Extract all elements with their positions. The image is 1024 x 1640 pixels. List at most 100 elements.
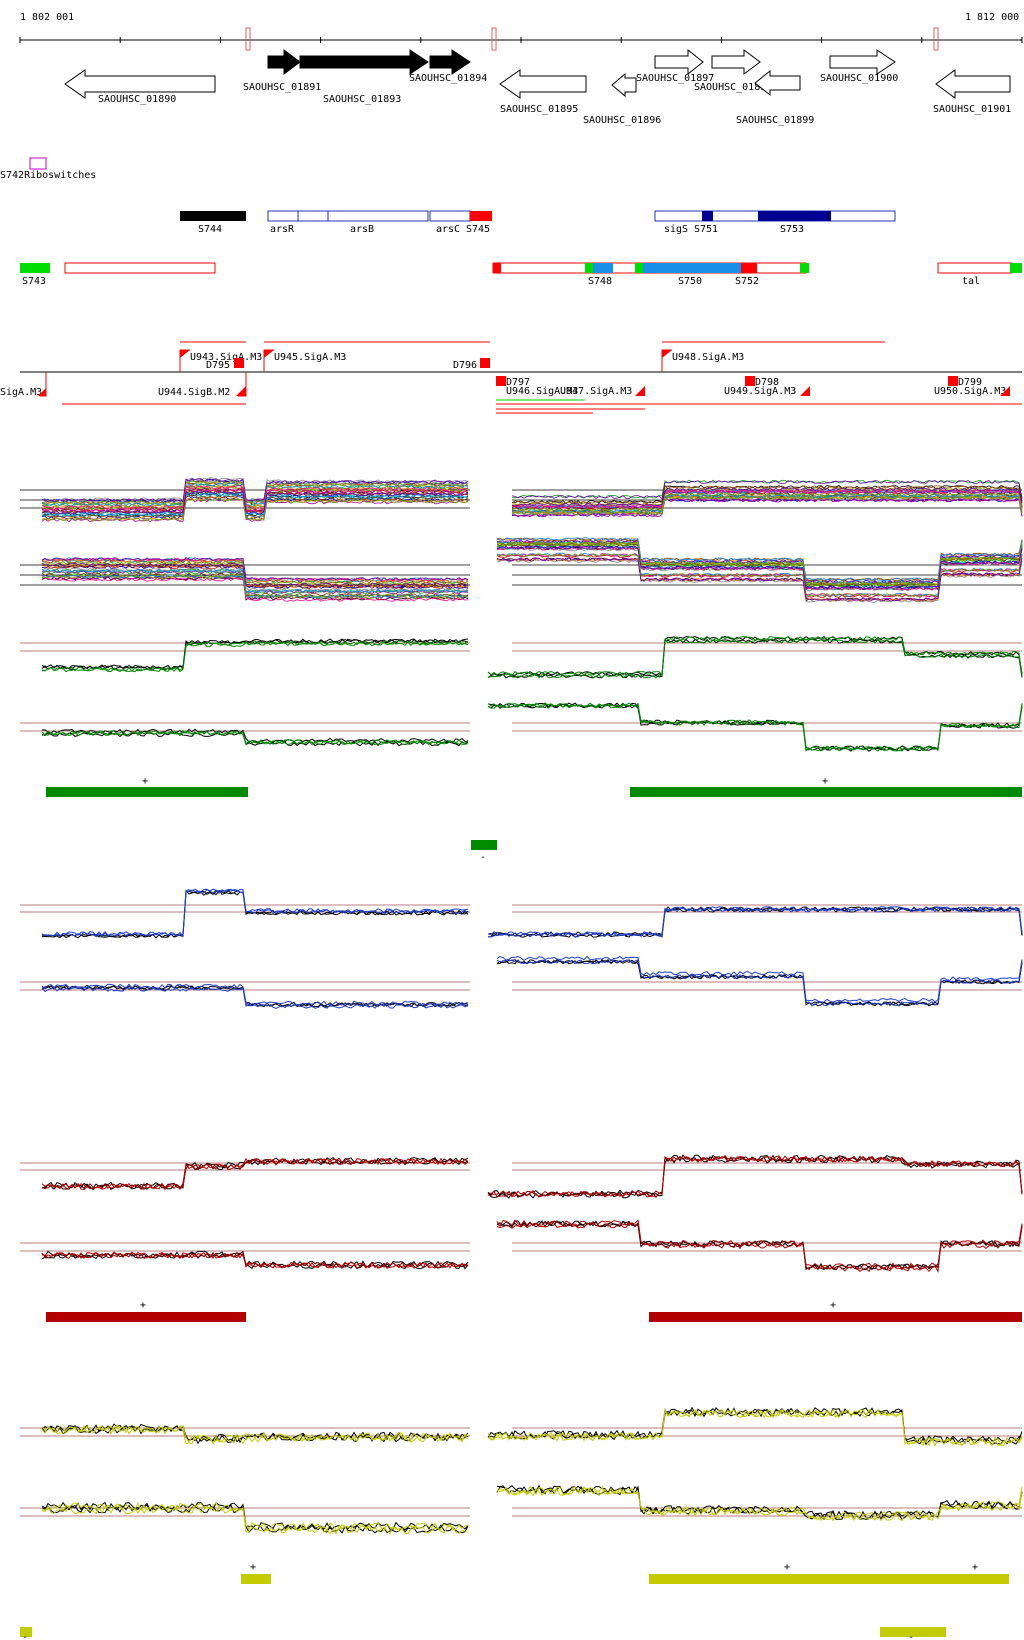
feature-block[interactable] [585, 263, 593, 273]
promoter-label: U943.SigA.M3 [190, 352, 262, 363]
expression-trace [41, 565, 469, 590]
expression-multi-panel [20, 477, 1023, 603]
expression-trace [41, 889, 469, 937]
feature-block[interactable] [741, 263, 757, 273]
strand-minus-label: - [480, 852, 486, 863]
expression-trace [41, 492, 469, 517]
gene-arrow[interactable] [711, 49, 761, 75]
expression-blue-panel [20, 888, 1023, 1009]
expression-trace [496, 1219, 1023, 1271]
feature-label: arsR [270, 224, 295, 235]
segment-bar[interactable] [649, 1574, 1009, 1584]
strand-minus-label: - [908, 1632, 914, 1640]
feature-label: S752 [735, 276, 759, 287]
gene-arrow[interactable] [654, 48, 704, 76]
segment-bar[interactable] [880, 1627, 946, 1637]
feature-block[interactable] [643, 263, 741, 273]
gene-label: SAOUHSC_01897 [636, 73, 714, 84]
expression-red-panel [20, 1154, 1023, 1273]
gene-label: SAOUHSC_01898 [694, 82, 772, 93]
promoter-marker[interactable] [480, 358, 490, 368]
expression-trace [41, 730, 469, 745]
expression-trace [41, 986, 469, 1009]
feature-block[interactable] [593, 263, 613, 273]
segment-bar[interactable] [241, 1574, 271, 1584]
promoter-label: U946.SigA.M3 [506, 386, 578, 397]
promoter-marker[interactable] [948, 376, 958, 386]
expression-trace [496, 541, 1023, 586]
feature-block[interactable] [20, 263, 50, 273]
segment-bar[interactable] [649, 1312, 1022, 1322]
expression-trace [41, 480, 469, 505]
expression-trace [496, 541, 1023, 586]
promoter-label: D795 [206, 360, 230, 371]
segment-bar[interactable] [471, 840, 497, 850]
feature-block[interactable] [493, 263, 501, 273]
expression-trace [41, 1157, 469, 1191]
segment-bars-yellow: + + + - - [20, 1562, 1009, 1640]
gene-label: SAOUHSC_01894 [409, 73, 487, 84]
feature-block[interactable] [800, 263, 809, 273]
expression-trace [41, 494, 469, 519]
gene-track: SAOUHSC_01890 SAOUHSC_01891 SAOUHSC_0189… [64, 48, 1011, 126]
gene-arrow[interactable] [429, 49, 471, 75]
feature-label: S751 [694, 224, 718, 235]
expression-trace [41, 641, 469, 673]
expression-trace [41, 496, 469, 521]
promoter-marker[interactable] [745, 376, 755, 386]
expression-trace [496, 553, 1023, 598]
feature-block[interactable] [702, 211, 713, 221]
segment-bar[interactable] [630, 787, 1022, 797]
gene-arrow[interactable] [754, 69, 801, 97]
expression-trace [496, 959, 1023, 1007]
feature-block[interactable] [1010, 263, 1022, 273]
expression-trace [41, 890, 469, 939]
gene-arrow[interactable] [611, 72, 637, 98]
expression-trace [487, 703, 1023, 752]
expression-trace [511, 480, 1023, 500]
segment-bar[interactable] [20, 1627, 32, 1637]
expression-trace [41, 983, 469, 1006]
expression-trace [41, 1424, 469, 1445]
feature-block[interactable] [635, 263, 643, 273]
promoter-label: U949.SigA.M3 [724, 386, 796, 397]
feature-block[interactable] [64, 262, 216, 274]
expression-trace [41, 574, 469, 598]
strand-plus-label: + [140, 1300, 146, 1311]
gene-arrow[interactable] [299, 49, 429, 75]
gene-arrow[interactable] [64, 69, 216, 99]
feature-track-top: S744 arsR arsB arsC S745 sigS S751 S753 [180, 210, 896, 235]
gene-arrow[interactable] [829, 49, 896, 75]
gene-arrow[interactable] [499, 69, 587, 99]
gene-label: SAOUHSC_01895 [500, 104, 578, 115]
feature-block[interactable] [937, 262, 1013, 274]
expression-trace [496, 1485, 1023, 1521]
feature-block[interactable] [180, 211, 246, 221]
expression-green-panel [20, 635, 1023, 752]
expression-trace [41, 568, 469, 593]
segment-bar[interactable] [46, 787, 248, 797]
gene-arrow[interactable] [267, 49, 301, 75]
expression-trace [511, 496, 1023, 515]
segment-bar[interactable] [46, 1312, 246, 1322]
promoter-marker[interactable] [234, 358, 244, 368]
gene-label: SAOUHSC_01890 [98, 94, 176, 105]
promoter-marker[interactable] [496, 376, 506, 386]
feature-block[interactable] [470, 211, 492, 221]
feature-block[interactable] [297, 210, 429, 222]
gene-arrow[interactable] [935, 69, 1011, 99]
expression-trace [41, 562, 469, 587]
expression-trace [41, 888, 469, 937]
promoter-label: D796 [453, 360, 477, 371]
expression-trace [41, 497, 469, 522]
riboswitch-marker[interactable] [29, 157, 47, 170]
expression-trace [41, 889, 469, 938]
strand-plus-label: + [822, 776, 828, 787]
segment-bars-red: + + [46, 1300, 1022, 1322]
feature-label: S750 [678, 276, 702, 287]
feature-label: arsC [436, 224, 460, 235]
feature-block[interactable] [758, 211, 831, 221]
expression-trace [496, 537, 1023, 582]
feature-block[interactable] [429, 210, 471, 222]
expression-trace [41, 1424, 469, 1444]
